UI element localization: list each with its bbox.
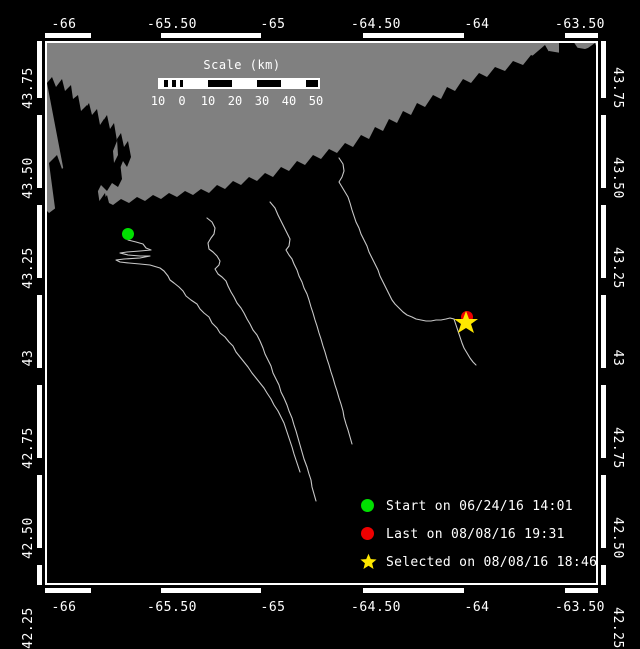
legend-item-start: Start on 06/24/16 14:01 (360, 495, 590, 523)
x-tick-label-bottom-2: -65 (260, 600, 286, 615)
yellow-star-icon (360, 553, 377, 570)
selected-marker-icon[interactable] (454, 311, 478, 333)
green-circle-icon (360, 498, 376, 514)
y-tick-label-left-3: 43 (21, 349, 36, 367)
legend-label-start: Start on 06/24/16 14:01 (386, 499, 573, 514)
x-tick-label-bottom-4: -64 (464, 600, 490, 615)
scale-bar-graphic (158, 78, 320, 89)
scale-tick-label-5: 40 (281, 94, 297, 108)
x-tick-label-bottom-1: -65.50 (147, 600, 197, 615)
track-leg-2 (206, 217, 317, 502)
x-tick-label-bottom-0: -66 (51, 600, 77, 615)
map-plot-area[interactable] (45, 43, 597, 583)
y-tick-label-right-0: 43.75 (610, 67, 625, 109)
x-tick-label-top-2: -65 (260, 17, 286, 32)
y-tick-label-left-6: 42.25 (21, 607, 36, 649)
y-tick-label-right-4: 42.75 (610, 427, 625, 469)
track-leg-1 (115, 239, 301, 473)
scale-tick-label-6: 50 (308, 94, 324, 108)
y-tick-label-right-6: 42.25 (610, 607, 625, 649)
y-tick-label-right-1: 43.50 (610, 157, 625, 199)
track-leg-3 (269, 201, 353, 445)
scale-tick-label-1: 0 (178, 94, 186, 108)
scale-tick-label-3: 20 (227, 94, 243, 108)
track-leg-4 (338, 157, 455, 322)
track-leg-5-tail (453, 318, 477, 366)
x-tick-label-top-0: -66 (51, 17, 77, 32)
scale-tick-label-2: 10 (200, 94, 216, 108)
legend: Start on 06/24/16 14:01 Last on 08/08/16… (360, 495, 597, 579)
x-tick-label-top-3: -64.50 (351, 17, 401, 32)
y-tick-label-left-2: 43.25 (21, 247, 36, 289)
x-tick-label-bottom-5: -63.50 (555, 600, 605, 615)
y-tick-label-right-3: 43 (610, 349, 625, 367)
legend-item-last: Last on 08/08/16 19:31 (360, 523, 590, 551)
y-tick-label-left-4: 42.75 (21, 427, 36, 469)
y-tick-label-left-0: 43.75 (21, 67, 36, 109)
scale-tick-label-4: 30 (254, 94, 270, 108)
legend-label-selected: Selected on 08/08/16 18:46 (386, 555, 598, 570)
scale-bar-widget: Scale (km) 10 0 10 20 30 40 50 (150, 58, 332, 118)
y-tick-label-left-1: 43.50 (21, 157, 36, 199)
x-tick-label-bottom-3: -64.50 (351, 600, 401, 615)
x-tick-label-top-4: -64 (464, 17, 490, 32)
y-tick-label-right-5: 42.50 (610, 517, 625, 559)
frame-left-inner (45, 41, 47, 585)
x-tick-label-top-1: -65.50 (147, 17, 197, 32)
legend-item-selected: Selected on 08/08/16 18:46 (360, 551, 597, 579)
frame-top-inner (45, 41, 598, 43)
scale-bar-title: Scale (km) (203, 58, 281, 72)
x-tick-label-top-5: -63.50 (555, 17, 605, 32)
scale-tick-label-0: 10 (150, 94, 166, 108)
start-marker-icon[interactable] (122, 228, 134, 240)
y-tick-label-left-5: 42.50 (21, 517, 36, 559)
frame-right-inner (596, 41, 598, 585)
legend-label-last: Last on 08/08/16 19:31 (386, 527, 565, 542)
y-tick-label-right-2: 43.25 (610, 247, 625, 289)
red-circle-icon (360, 526, 376, 542)
track-layer (115, 157, 477, 502)
frame-bottom-inner (45, 583, 598, 585)
